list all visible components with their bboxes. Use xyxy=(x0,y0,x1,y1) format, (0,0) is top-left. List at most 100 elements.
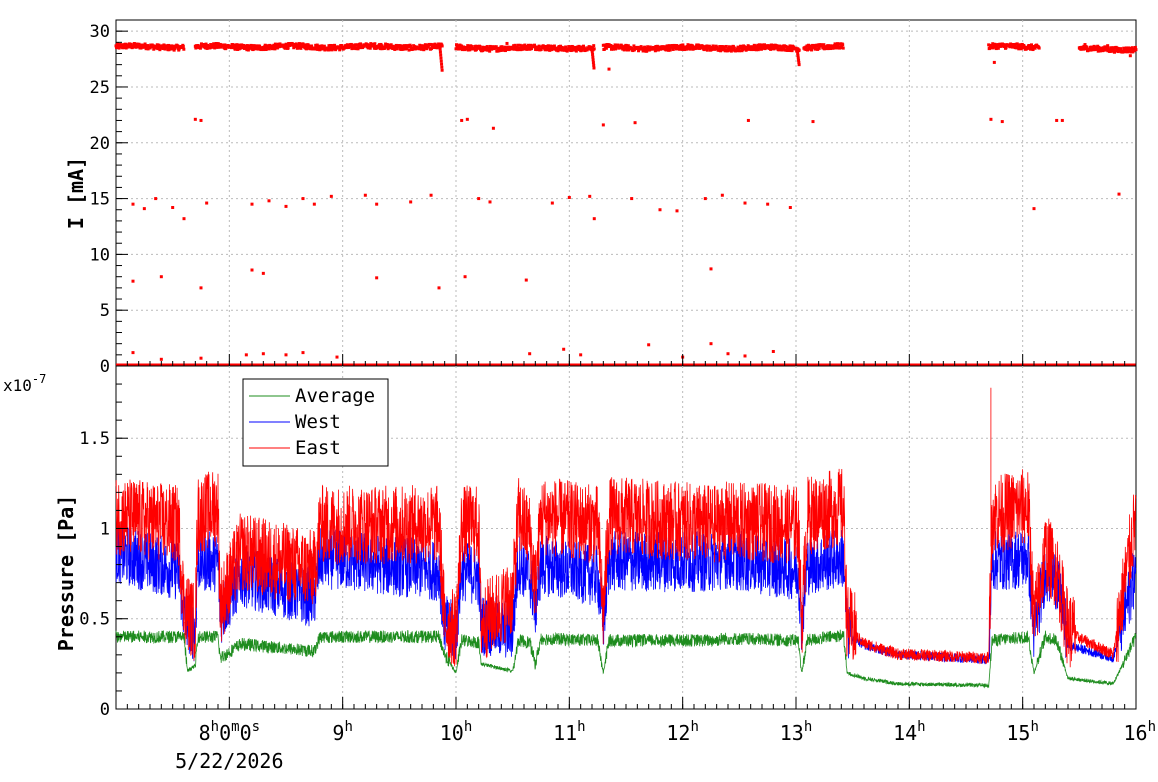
current-point xyxy=(728,45,732,49)
current-point xyxy=(425,47,429,51)
current-point xyxy=(338,48,342,52)
current-point xyxy=(500,45,504,49)
current-point xyxy=(284,46,288,50)
current-point xyxy=(1104,45,1108,49)
current-point xyxy=(1017,47,1021,51)
current-point xyxy=(1096,49,1100,53)
x-tick-part: h xyxy=(804,719,812,735)
current-point xyxy=(459,47,463,51)
current-point xyxy=(665,44,669,48)
current-point xyxy=(133,43,137,47)
current-point xyxy=(592,44,596,48)
current-point xyxy=(759,45,763,49)
current-point xyxy=(204,42,208,46)
current-point xyxy=(1117,47,1121,51)
current-outlier-point xyxy=(1128,54,1132,58)
current-point xyxy=(399,47,403,51)
pressure-axes: 0 0.5 1 1.5 xyxy=(79,383,1137,720)
current-point xyxy=(303,43,307,47)
current-point xyxy=(707,44,711,48)
current-point xyxy=(680,47,684,51)
current-point xyxy=(797,48,801,52)
current-outlier-point xyxy=(992,60,996,64)
current-point xyxy=(1089,48,1093,52)
current-point xyxy=(769,47,773,51)
x-tick-label: 16h xyxy=(1123,719,1156,745)
current-point xyxy=(1111,46,1115,50)
x-tick-label: 11h xyxy=(553,719,586,745)
current-dropout-point xyxy=(439,56,443,60)
current-point xyxy=(522,47,526,51)
current-point xyxy=(214,41,218,45)
current-point xyxy=(345,43,349,47)
current-outlier-point xyxy=(301,197,305,201)
pressure-y-tick-label: 0.5 xyxy=(79,610,110,630)
current-point xyxy=(232,43,236,47)
current-point xyxy=(203,44,207,48)
current-outlier-point xyxy=(437,286,441,290)
current-point xyxy=(423,45,427,49)
x-tick-part: h xyxy=(917,719,925,735)
current-point xyxy=(381,47,385,51)
current-point xyxy=(1121,50,1125,54)
current-point xyxy=(523,47,527,51)
current-outlier-point xyxy=(524,278,528,282)
current-outlier-point xyxy=(766,202,770,206)
current-point xyxy=(389,43,393,47)
current-point xyxy=(752,48,756,52)
current-point xyxy=(685,47,689,51)
current-point xyxy=(299,46,303,50)
current-point xyxy=(738,49,742,53)
current-point xyxy=(385,45,389,49)
x-tick-number: 16 xyxy=(1123,721,1147,745)
current-point xyxy=(1134,48,1138,52)
current-point xyxy=(319,47,323,51)
current-point xyxy=(152,47,156,51)
current-axes: 0 5 10 15 20 25 30 xyxy=(90,19,1137,377)
current-point xyxy=(508,47,512,51)
current-point xyxy=(602,47,606,51)
current-point xyxy=(275,46,279,50)
current-dropout-point xyxy=(796,54,800,58)
current-point xyxy=(355,43,359,47)
current-point xyxy=(663,45,667,49)
current-point xyxy=(627,48,631,52)
current-point xyxy=(811,45,815,49)
current-point xyxy=(413,45,417,49)
current-point xyxy=(461,47,465,51)
current-outlier-point xyxy=(488,200,492,204)
current-point xyxy=(262,46,266,50)
current-point xyxy=(832,45,836,49)
current-point xyxy=(290,41,294,45)
current-point xyxy=(841,43,845,47)
current-point xyxy=(515,45,519,49)
current-outlier-point xyxy=(312,202,316,206)
x-tick-part: h xyxy=(211,719,219,735)
current-point xyxy=(717,48,721,52)
current-point xyxy=(786,45,790,49)
legend-label-average: Average xyxy=(295,385,375,407)
current-outlier-point xyxy=(528,352,532,356)
current-dropout-point xyxy=(590,50,594,54)
current-outlier-point xyxy=(159,275,163,279)
current-point xyxy=(757,43,761,47)
current-point xyxy=(252,44,256,48)
current-dropout-point xyxy=(438,50,442,54)
current-point xyxy=(1020,46,1024,50)
current-point xyxy=(315,45,319,49)
current-outlier-point xyxy=(131,351,135,355)
current-point xyxy=(772,47,776,51)
current-point xyxy=(513,43,517,47)
current-point xyxy=(1026,46,1030,50)
current-point xyxy=(646,45,650,49)
x-tick-part: s xyxy=(252,719,260,735)
current-point xyxy=(1019,43,1023,47)
current-point xyxy=(705,48,709,52)
current-point xyxy=(251,47,255,51)
current-point xyxy=(436,45,440,49)
current-outlier-point xyxy=(1000,120,1004,124)
current-outlier-point xyxy=(588,194,592,198)
x-tick-number: 8 xyxy=(199,721,211,745)
current-point xyxy=(744,48,748,52)
current-point xyxy=(1122,47,1126,51)
